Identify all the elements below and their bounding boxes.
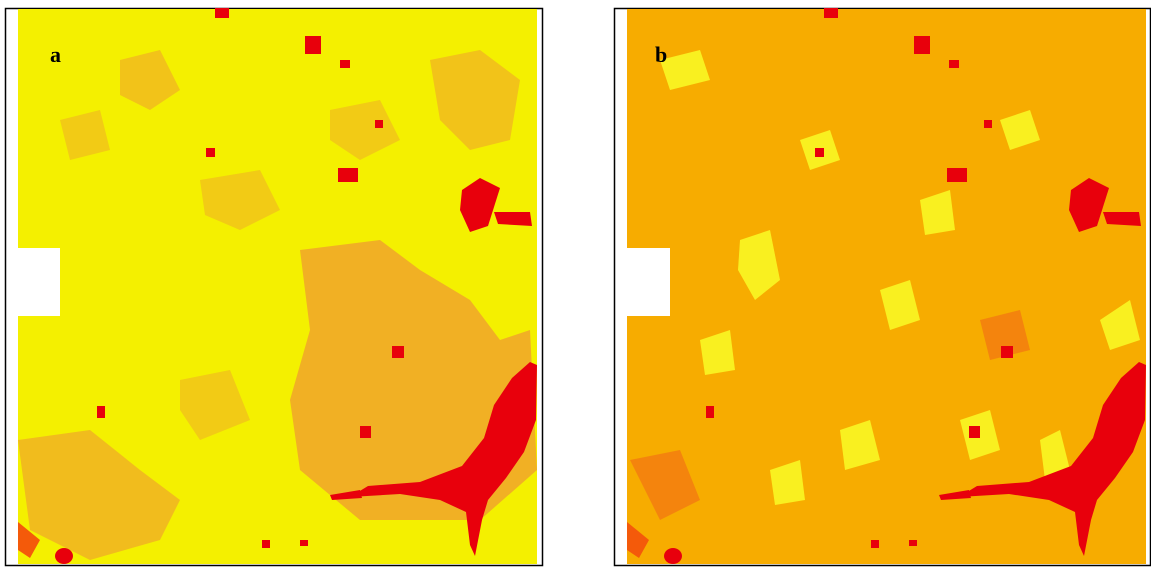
- page: a b (() => { const data = JSON.parse(doc…: [0, 0, 1151, 573]
- gap: [18, 248, 60, 316]
- panel-label: b: [655, 42, 667, 67]
- figure: a b: [0, 0, 1151, 573]
- panel-a: a: [6, 8, 543, 566]
- panel-b: b: [615, 8, 1151, 566]
- gap: [627, 248, 670, 316]
- panel-label: a: [50, 42, 61, 67]
